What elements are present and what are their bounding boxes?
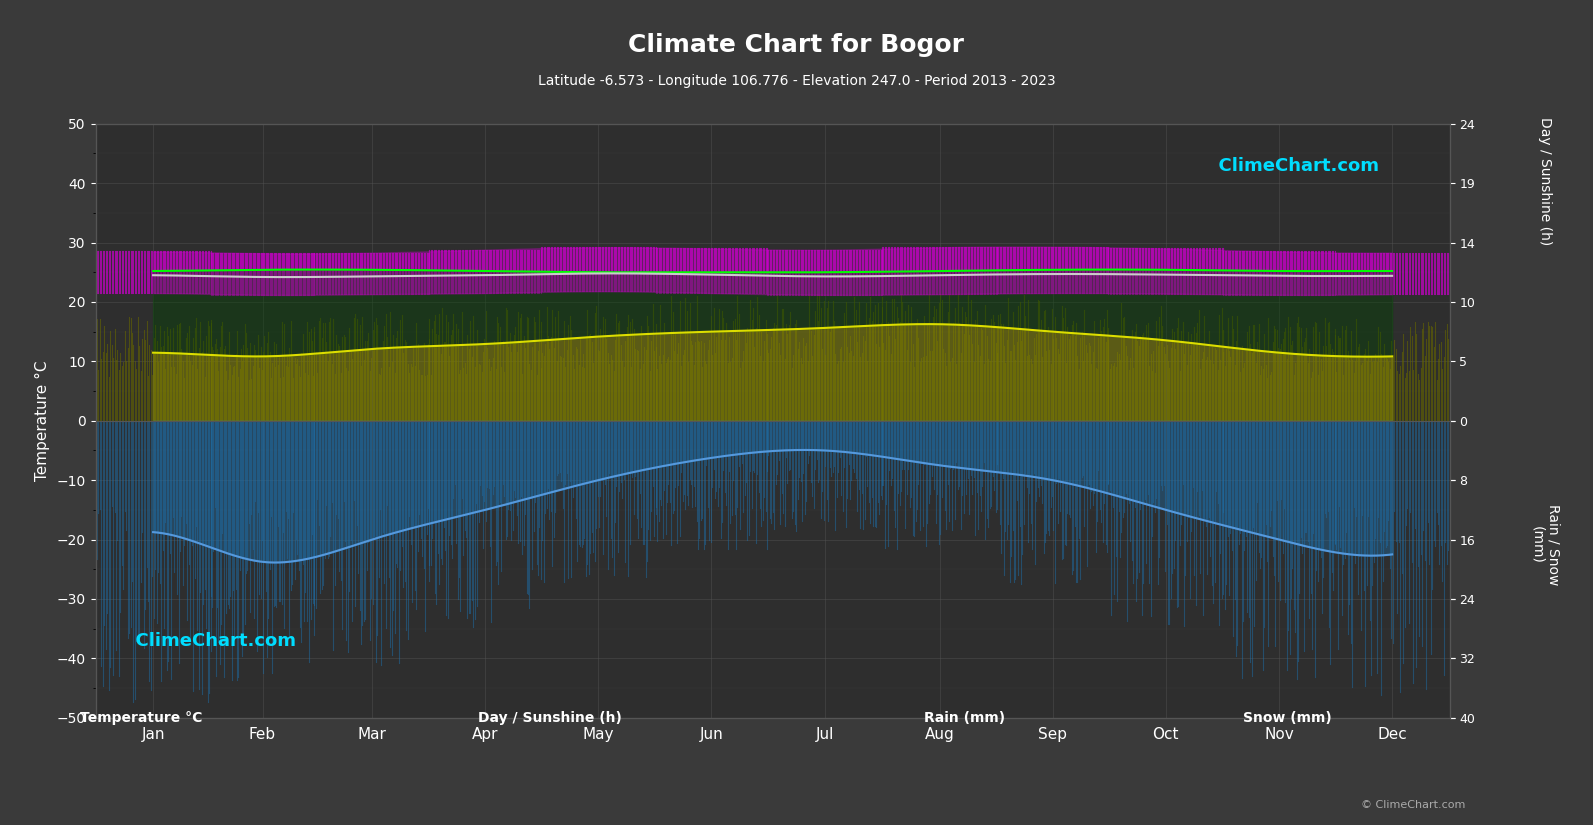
Text: Day / Sunshine (h): Day / Sunshine (h) — [478, 711, 621, 725]
Text: Temperature °C: Temperature °C — [80, 711, 202, 725]
Text: Latitude -6.573 - Longitude 106.776 - Elevation 247.0 - Period 2013 - 2023: Latitude -6.573 - Longitude 106.776 - El… — [538, 74, 1055, 88]
Text: Rain / Snow
(mm): Rain / Snow (mm) — [1531, 504, 1560, 585]
Text: © ClimeChart.com: © ClimeChart.com — [1360, 800, 1466, 810]
Text: Snow (mm): Snow (mm) — [1243, 711, 1332, 725]
Text: Climate Chart for Bogor: Climate Chart for Bogor — [629, 33, 964, 57]
Text: ClimeChart.com: ClimeChart.com — [123, 633, 296, 650]
Text: ClimeChart.com: ClimeChart.com — [1206, 158, 1380, 175]
Text: Day / Sunshine (h): Day / Sunshine (h) — [1539, 117, 1552, 246]
Text: Rain (mm): Rain (mm) — [924, 711, 1005, 725]
Y-axis label: Temperature °C: Temperature °C — [35, 361, 49, 481]
